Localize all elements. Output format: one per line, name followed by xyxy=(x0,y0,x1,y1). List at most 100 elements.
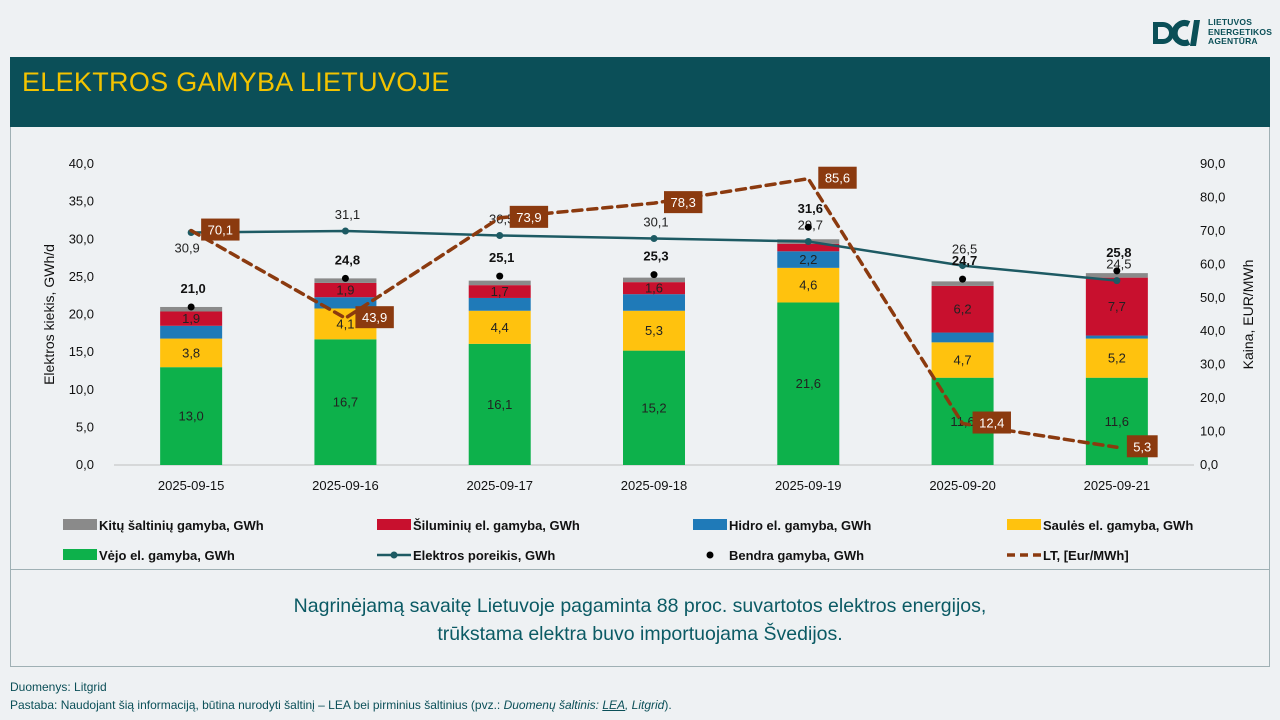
legend-label: Elektros poreikis, GWh xyxy=(413,548,555,563)
demand-value-label: 30,9 xyxy=(174,240,199,255)
demand-value-label: 31,1 xyxy=(335,207,360,222)
price-value-label: 70,1 xyxy=(208,223,233,238)
note-suffix: ). xyxy=(664,698,672,712)
lea-logo: LIETUVOS ENERGETIKOS AGENTŪRA xyxy=(1150,16,1273,52)
legend-swatch xyxy=(63,519,97,530)
bar-segment-4 xyxy=(468,285,531,298)
lea-logo-icon xyxy=(1153,20,1200,46)
total-value-label: 25,8 xyxy=(1106,245,1131,260)
bar-value-label: 4,4 xyxy=(491,320,509,335)
y-tick-label: 10,0 xyxy=(69,382,94,397)
bar-value-label: 2,2 xyxy=(799,252,817,267)
bar-segment-4 xyxy=(160,311,223,326)
legend-swatch xyxy=(706,551,714,559)
y-tick-label: 20,0 xyxy=(69,307,94,322)
price-label-box xyxy=(1126,435,1158,458)
y-tick-label: 30,0 xyxy=(69,231,94,246)
price-label-box xyxy=(972,411,1011,434)
bar-segment-2 xyxy=(1085,338,1148,378)
y2-axis-title: Kaina, EUR/MWh xyxy=(1240,260,1256,370)
bar-segment-5 xyxy=(468,280,531,286)
total-value-label: 24,7 xyxy=(952,253,977,268)
bar-segment-3 xyxy=(931,332,994,343)
bar-value-label: 5,3 xyxy=(645,323,663,338)
bar-value-label: 6,2 xyxy=(954,302,972,317)
total-point xyxy=(341,274,349,282)
price-label-box xyxy=(355,306,394,329)
chart-panel: 0,0 5,0 10,0 15,0 20,0 25,0 30,0 35,0 40,0 0,0 10,… xyxy=(10,127,1270,569)
lea-link[interactable]: LEA xyxy=(602,698,625,712)
total-value-label: 24,8 xyxy=(335,252,360,267)
legend-swatch xyxy=(1007,519,1041,530)
legend-label: LT, [Eur/MWh] xyxy=(1043,548,1129,563)
logo-line-3: AGENTŪRA xyxy=(1208,36,1258,46)
demand-point xyxy=(804,238,812,246)
x-tick-label: 2025-09-17 xyxy=(466,478,533,493)
bar-value-label: 13,0 xyxy=(178,409,203,424)
total-value-label: 25,3 xyxy=(643,249,668,264)
bar-segment-4 xyxy=(777,243,840,252)
bar-value-label: 15,2 xyxy=(641,400,666,415)
legend-swatch xyxy=(63,549,97,560)
bar-value-label: 11,6 xyxy=(1105,414,1129,429)
y-tick-label: 25,0 xyxy=(69,269,94,284)
demand-point xyxy=(959,262,967,270)
bar-value-label: 3,8 xyxy=(182,345,200,360)
y2-tick-label: 80,0 xyxy=(1200,189,1225,204)
demand-point xyxy=(496,231,504,239)
x-tick-label: 2025-09-19 xyxy=(775,478,842,493)
bar-value-label: 4,7 xyxy=(954,353,972,368)
bar-segment-2 xyxy=(777,267,840,303)
summary-panel: Nagrinėjamą savaitę Lietuvoje pagaminta … xyxy=(10,569,1270,667)
total-point xyxy=(804,223,812,231)
bar-value-label: 1,7 xyxy=(491,284,509,299)
bar-segment-4 xyxy=(314,282,377,298)
y-axis-title: Elektros kiekis, GWh/d xyxy=(41,244,57,385)
x-tick-label: 2025-09-20 xyxy=(929,478,996,493)
y-tick-label: 40,0 xyxy=(69,156,94,171)
page-title: ELEKTROS GAMYBA LIETUVOJE xyxy=(22,67,450,97)
bar-segment-1 xyxy=(623,350,685,465)
bar-value-label: 4,1 xyxy=(336,316,354,331)
legend-swatch-marker xyxy=(390,551,398,559)
price-label-box xyxy=(664,191,703,214)
bar-segment-2 xyxy=(468,310,531,344)
total-value-label: 31,6 xyxy=(798,201,823,216)
total-point xyxy=(650,271,658,279)
legend-label: Hidro el. gamyba, GWh xyxy=(729,518,871,533)
legend-label: Bendra gamyba, GWh xyxy=(729,548,864,563)
production-chart: 0,0 5,0 10,0 15,0 20,0 25,0 30,0 35,0 40,0 0,0 10,… xyxy=(41,156,1256,563)
total-value-label: 25,1 xyxy=(489,250,514,265)
price-value-label: 43,9 xyxy=(362,310,387,325)
title-banner: ELEKTROS GAMYBA LIETUVOJE xyxy=(10,57,1270,127)
total-point xyxy=(496,272,504,280)
y2-tick-label: 30,0 xyxy=(1200,357,1225,372)
y2-tick-label: 0,0 xyxy=(1200,457,1218,472)
demand-point xyxy=(650,234,658,242)
x-tick-label: 2025-09-18 xyxy=(621,478,688,493)
bar-segment-5 xyxy=(623,277,685,283)
usage-note: Pastaba: Naudojant šią informaciją, būti… xyxy=(10,698,672,712)
bar-segment-3 xyxy=(1085,335,1148,339)
price-label-box xyxy=(509,205,549,228)
bar-segment-1 xyxy=(160,367,223,465)
y2-tick-label: 20,0 xyxy=(1200,390,1225,405)
price-value-label: 78,3 xyxy=(671,195,696,210)
bar-segment-3 xyxy=(777,251,840,268)
bar-value-label: 5,2 xyxy=(1108,351,1126,366)
logo-text: LIETUVOS ENERGETIKOS AGENTŪRA xyxy=(1208,17,1273,47)
price-value-label: 73,9 xyxy=(516,210,541,225)
bar-segment-4 xyxy=(931,285,994,333)
total-point xyxy=(959,275,967,283)
legend-label: Vėjo el. gamyba, GWh xyxy=(99,548,235,563)
bar-segment-2 xyxy=(160,338,223,368)
bar-segment-3 xyxy=(468,297,531,311)
bar-segment-2 xyxy=(931,342,994,378)
logo-line-1: LIETUVOS xyxy=(1208,17,1253,27)
total-point xyxy=(1113,267,1121,275)
legend-swatch xyxy=(693,519,727,530)
y2-tick-label: 60,0 xyxy=(1200,256,1225,271)
bar-value-label: 16,7 xyxy=(333,395,358,410)
logo-line-2: ENERGETIKOS xyxy=(1208,26,1273,37)
bar-segment-1 xyxy=(468,343,531,465)
